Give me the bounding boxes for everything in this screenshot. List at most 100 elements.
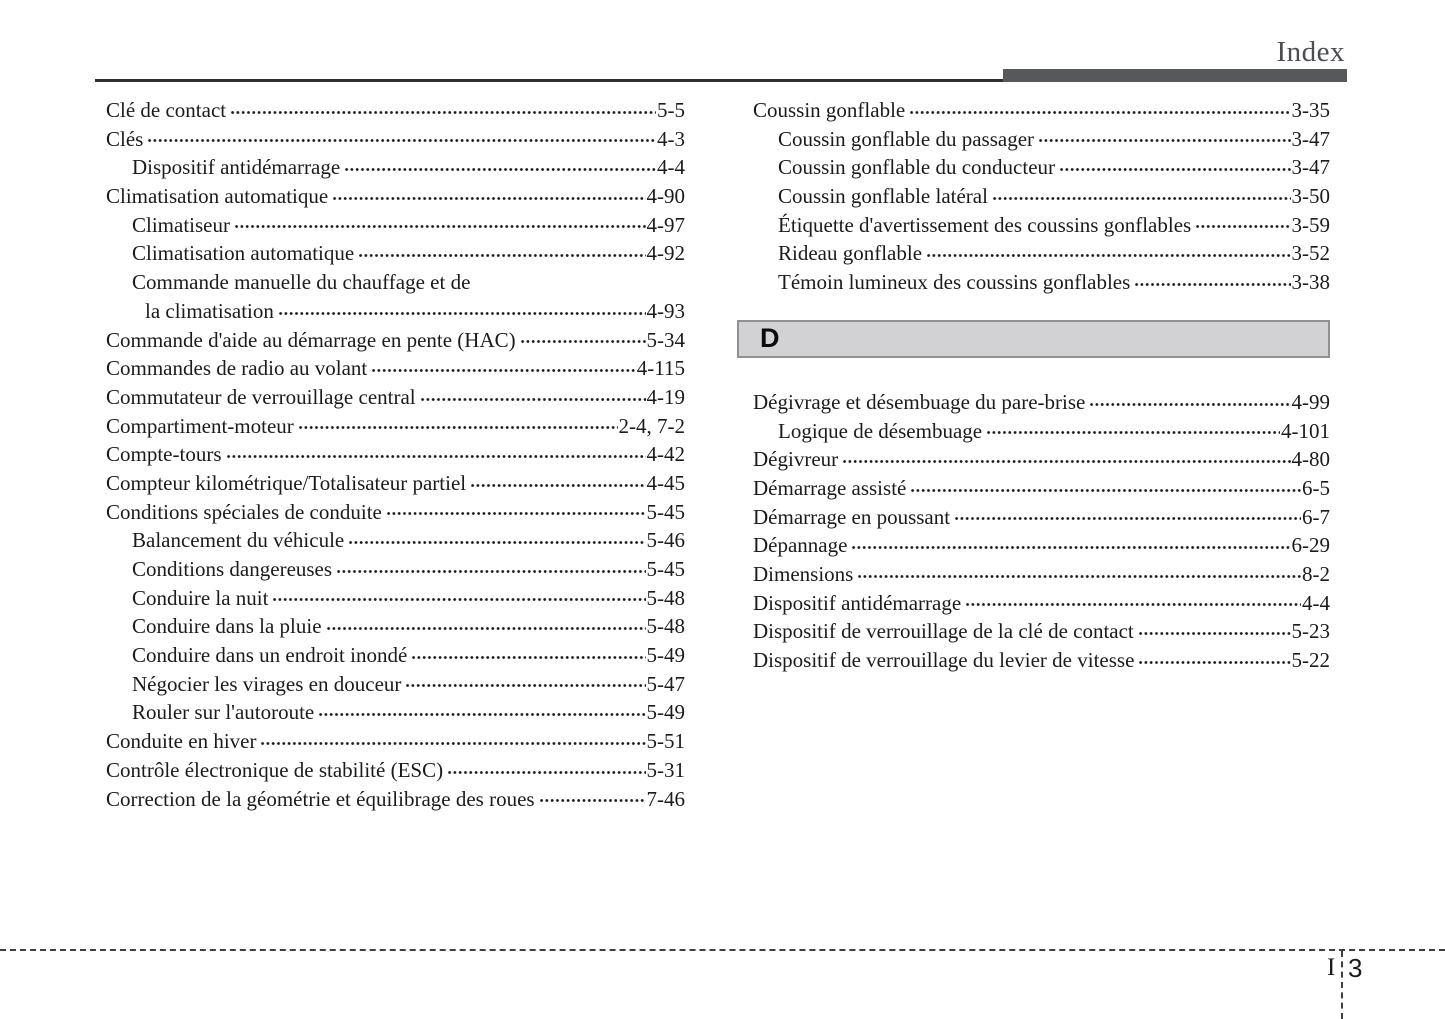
index-entry: Dimensions 8-2 <box>737 560 1330 589</box>
entry-label: Dégivrage et désembuage du pare-brise <box>753 389 1086 414</box>
index-entry: Dispositif antidémarrage 4-4 <box>106 153 685 182</box>
dot-leader <box>516 326 647 355</box>
entry-label: Climatisation automatique <box>132 241 355 266</box>
dot-leader <box>961 589 1302 618</box>
dot-leader <box>1034 125 1291 154</box>
entry-label: Dimensions <box>753 561 854 586</box>
index-entry: Coussin gonflable latéral 3-50 <box>737 182 1330 211</box>
index-entry: Compteur kilométrique/Totalisateur parti… <box>106 469 685 498</box>
dot-leader <box>268 584 646 613</box>
entry-label: Dégivreur <box>753 447 839 472</box>
dot-leader <box>222 440 647 469</box>
dot-leader <box>328 182 646 211</box>
entry-page-number: 4-4 <box>657 155 685 180</box>
entry-page-number: 4-4 <box>1302 590 1330 615</box>
header-accent-bar <box>1003 69 1347 82</box>
entry-page-number: 5-46 <box>646 528 686 553</box>
footer-dashed-divider <box>1341 951 1343 1019</box>
entry-page-number: 5-49 <box>646 643 686 668</box>
index-entry: Conduire la nuit 5-48 <box>106 584 685 613</box>
index-entry: Logique de désembuage 4-101 <box>737 417 1330 446</box>
dot-leader <box>230 211 647 240</box>
entry-page-number: 4-45 <box>646 470 686 495</box>
dot-leader <box>314 698 646 727</box>
entry-page-number: 5-23 <box>1291 619 1331 644</box>
index-entry: Conduire dans un endroit inondé 5-49 <box>106 641 685 670</box>
entry-label: Compartiment-moteur <box>106 413 294 438</box>
footer-section-label: I <box>1327 954 1336 981</box>
index-entry: Commande manuelle du chauffage et de <box>106 268 685 297</box>
entry-page-number: 3-50 <box>1291 184 1331 209</box>
entry-label: Commande manuelle du chauffage et de <box>132 270 471 295</box>
entry-label: Coussin gonflable du passager <box>778 126 1035 151</box>
entry-page-number: 3-38 <box>1291 270 1331 295</box>
entry-page-number: 6-29 <box>1291 533 1331 558</box>
entry-page-number: 4-19 <box>646 384 686 409</box>
entry-label: Coussin gonflable du conducteur <box>778 155 1056 180</box>
dot-leader <box>294 412 619 441</box>
entry-label: Dépannage <box>753 533 848 558</box>
entry-page-number: 5-48 <box>646 585 686 610</box>
dot-leader <box>847 531 1291 560</box>
entry-page-number: 4-90 <box>646 184 686 209</box>
entry-label: Dispositif antidémarrage <box>132 155 341 180</box>
index-entry: Dispositif de verrouillage du levier de … <box>737 646 1330 675</box>
entry-page-number: 4-42 <box>646 442 686 467</box>
dot-leader <box>256 727 646 756</box>
index-entry: Conditions spéciales de conduite 5-45 <box>106 498 685 527</box>
section-letter: D <box>760 323 780 354</box>
entry-page-number: 5-49 <box>646 700 686 725</box>
index-entry: Contrôle électronique de stabilité (ESC)… <box>106 756 685 785</box>
dot-leader <box>838 445 1291 474</box>
entry-label: Climatisation automatique <box>106 184 329 209</box>
dot-leader <box>982 417 1281 446</box>
entry-page-number: 3-52 <box>1291 241 1331 266</box>
index-entry: Climatisation automatique 4-90 <box>106 182 685 211</box>
index-entry: Commandes de radio au volant 4-115 <box>106 354 685 383</box>
dot-leader <box>1191 211 1291 240</box>
entry-page-number: 3-59 <box>1291 212 1331 237</box>
dot-leader <box>401 670 646 699</box>
page-title: Index <box>1276 36 1345 68</box>
dot-leader <box>950 503 1302 532</box>
entry-label: Rideau gonflable <box>778 241 923 266</box>
index-entry: Conduire dans la pluie 5-48 <box>106 612 685 641</box>
dot-leader <box>226 96 657 125</box>
dot-leader <box>906 474 1302 503</box>
dot-leader <box>416 383 647 412</box>
entry-page-number: 5-45 <box>646 499 686 524</box>
entry-label: Démarrage en poussant <box>753 504 951 529</box>
entry-page-number: 5-31 <box>646 757 686 782</box>
section-header-box: D <box>737 319 1330 358</box>
index-entry: Compte-tours 4-42 <box>106 440 685 469</box>
index-entry: Rouler sur l'autoroute 5-49 <box>106 698 685 727</box>
dot-leader <box>354 239 646 268</box>
entry-page-number: 4-101 <box>1281 418 1330 443</box>
entry-page-number: 3-35 <box>1291 98 1331 122</box>
index-entry: la climatisation 4-93 <box>106 297 685 326</box>
index-entry: Climatiseur 4-97 <box>106 211 685 240</box>
index-column-right: Coussin gonflable 3-35 Coussin gonflable d… <box>737 96 1330 675</box>
entry-label: la climatisation <box>145 298 274 323</box>
entry-label: Démarrage assisté <box>753 475 907 500</box>
entry-page-number: 4-115 <box>636 356 685 381</box>
dot-leader <box>905 96 1291 125</box>
entry-page-number: 4-80 <box>1291 447 1331 472</box>
entry-page-number: 5-48 <box>646 614 686 639</box>
entry-label: Dispositif de verrouillage de la clé de … <box>753 619 1134 644</box>
index-entry: Balancement du véhicule 5-46 <box>106 526 685 555</box>
index-entry: Dégivreur 4-80 <box>737 445 1330 474</box>
index-entry: Clés 4-3 <box>106 125 685 154</box>
dot-leader <box>344 526 646 555</box>
dot-leader <box>466 469 646 498</box>
dot-leader <box>322 612 647 641</box>
entry-label: Commande d'aide au démarrage en pente (H… <box>106 327 516 352</box>
entry-page-number: 4-3 <box>657 126 685 151</box>
index-column-left: Clé de contact 5-5 Clés 4-3 Dispositif antid… <box>106 96 685 813</box>
index-entry: Coussin gonflable du passager 3-47 <box>737 125 1330 154</box>
index-entry: Commutateur de verrouillage central 4-19 <box>106 383 685 412</box>
index-entry: Dispositif antidémarrage 4-4 <box>737 589 1330 618</box>
index-entry: Dépannage 6-29 <box>737 531 1330 560</box>
entry-label: Clé de contact <box>106 98 227 122</box>
